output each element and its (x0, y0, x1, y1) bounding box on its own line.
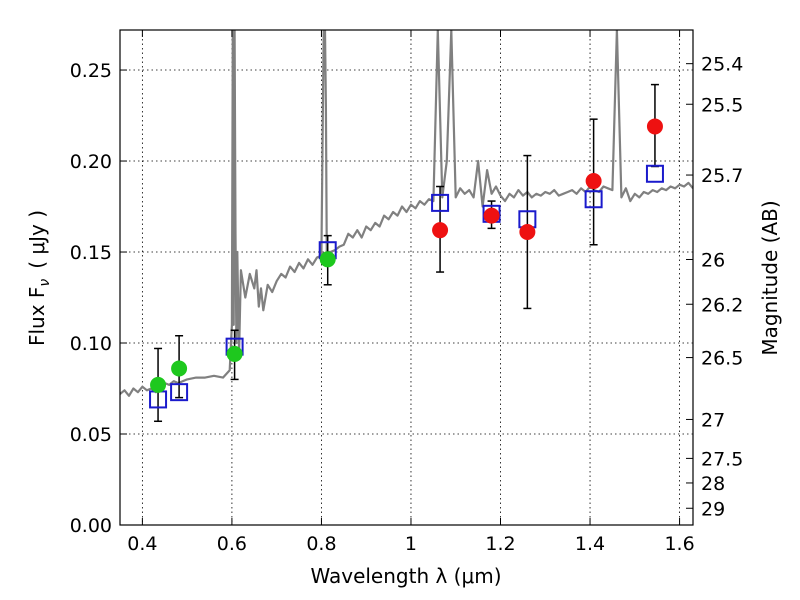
magnitude-tick-label: 27 (701, 409, 725, 431)
y-tick-label: 0.05 (70, 424, 112, 446)
x-axis-label: Wavelength λ (μm) (310, 564, 501, 588)
data-points (149, 118, 664, 409)
magnitude-tick-label: 29 (701, 498, 725, 520)
magnitude-tick-label: 28 (701, 473, 725, 495)
y-tick-label: 0.00 (70, 515, 112, 537)
model-photometry-square (584, 190, 603, 209)
red-photometry-point (585, 173, 602, 190)
model-spectrum-line (120, 30, 693, 397)
magnitude-tick-label: 27.5 (701, 448, 743, 470)
magnitude-tick-label: 26.5 (701, 348, 743, 370)
y-tick-label: 0.20 (70, 151, 112, 173)
svg-text:Flux Fν( μJy ): Flux Fν ( μJy ) (25, 210, 53, 346)
x-tick-label: 1.6 (664, 533, 694, 555)
x-tick-label: 0.6 (217, 533, 247, 555)
y-axis-label-text: Flux F (25, 287, 49, 346)
model-photometry-square (645, 164, 664, 183)
magnitude-tick-label: 26.2 (701, 294, 743, 316)
y-axis-ticks: 0.00 0.05 0.10 0.15 0.20 0.25 (70, 60, 127, 537)
magnitude-tick-label: 25.7 (701, 165, 743, 187)
y-tick-label: 0.15 (70, 242, 112, 264)
red-photometry-point (646, 118, 663, 135)
red-photometry-point (519, 224, 536, 241)
model-photometry-square (170, 383, 189, 402)
magnitude-tick-label: 25.4 (701, 54, 743, 76)
x-axis-ticks: 0.4 0.6 0.8 1 1.2 1.4 1.6 (127, 30, 695, 555)
x-tick-label: 1.4 (575, 533, 605, 555)
y-axis-label: Flux Fν ( μJy ) (25, 210, 53, 346)
green-photometry-point (319, 251, 336, 268)
y-tick-label: 0.10 (70, 333, 112, 355)
y2-axis-label: Magnitude (AB) (758, 200, 782, 355)
green-photometry-point (171, 360, 188, 377)
green-photometry-point (150, 376, 167, 393)
x-tick-label: 0.8 (306, 533, 336, 555)
magnitude-axis-ticks: 25.4 25.5 25.7 26 26.2 26.5 27 27.5 28 29 (686, 54, 743, 520)
spectrum-line-group (120, 30, 693, 397)
magnitude-tick-label: 26 (701, 249, 725, 271)
x-tick-label: 1 (405, 533, 417, 555)
model-photometry-square (431, 193, 450, 212)
plot-frame (119, 29, 694, 526)
x-tick-label: 1.2 (485, 533, 515, 555)
y-axis-label-unit: ( μJy ) (25, 210, 49, 269)
red-photometry-point (432, 222, 449, 239)
y-tick-label: 0.25 (70, 60, 112, 82)
y-axis-label-subscript: ν (37, 279, 53, 287)
red-photometry-point (483, 207, 500, 224)
magnitude-tick-label: 25.5 (701, 94, 743, 116)
x-tick-label: 0.4 (127, 533, 157, 555)
green-photometry-point (226, 345, 243, 362)
grid-lines (120, 30, 693, 525)
